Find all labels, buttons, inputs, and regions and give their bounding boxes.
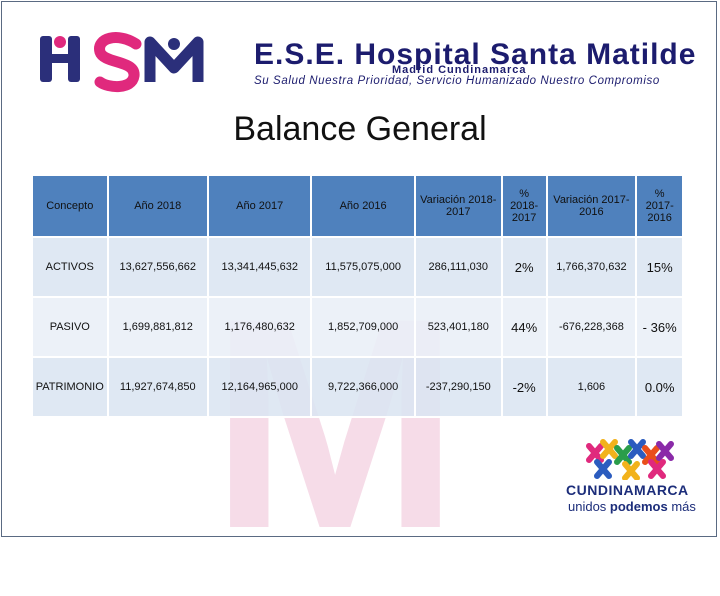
slogan-part: más bbox=[667, 499, 696, 514]
cell-2016: 1,852,709,000 bbox=[310, 296, 416, 358]
cell-pct-2017-2016: - 36% bbox=[635, 296, 684, 358]
cell-var-2018-2017: 523,401,180 bbox=[413, 296, 503, 358]
cell-var-2018-2017: 286,111,030 bbox=[413, 236, 503, 298]
cell-var-2017-2016: 1,606 bbox=[545, 356, 638, 418]
col-header-concepto: Concepto bbox=[31, 174, 109, 238]
cell-2017: 12,164,965,000 bbox=[206, 356, 313, 418]
col-header-var-2017-2016: Variación 2017-2016 bbox=[545, 174, 638, 238]
col-header-2016: Año 2016 bbox=[310, 174, 416, 238]
page-title: Balance General bbox=[233, 110, 487, 148]
cell-2018: 1,699,881,812 bbox=[106, 296, 209, 358]
col-header-pct-2017-2016: % 2017-2016 bbox=[635, 174, 684, 238]
hospital-slogan: Su Salud Nuestra Prioridad, Servicio Hum… bbox=[254, 75, 660, 87]
col-header-2018: Año 2018 bbox=[106, 174, 209, 238]
table-row: ACTIVOS 13,627,556,662 13,341,445,632 11… bbox=[31, 236, 684, 298]
col-header-var-2018-2017: Variación 2018-2017 bbox=[413, 174, 503, 238]
cell-2018: 13,627,556,662 bbox=[106, 236, 209, 298]
slide-frame bbox=[1, 1, 717, 537]
cell-2018: 11,927,674,850 bbox=[106, 356, 209, 418]
table-header-row: Concepto Año 2018 Año 2017 Año 2016 Vari… bbox=[31, 174, 684, 238]
cundinamarca-logo-icon bbox=[586, 439, 674, 480]
cell-pct-2017-2016: 0.0% bbox=[635, 356, 684, 418]
cell-concepto: PATRIMONIO bbox=[31, 356, 109, 418]
slogan-part: unidos bbox=[568, 499, 610, 514]
cell-2016: 11,575,075,000 bbox=[310, 236, 416, 298]
cell-var-2018-2017: -237,290,150 bbox=[413, 356, 503, 418]
cell-2016: 9,722,366,000 bbox=[310, 356, 416, 418]
cell-var-2017-2016: -676,228,368 bbox=[545, 296, 638, 358]
balance-table: Concepto Año 2018 Año 2017 Año 2016 Vari… bbox=[31, 174, 684, 418]
cundinamarca-slogan: unidos podemos más bbox=[568, 499, 696, 514]
cell-pct-2017-2016: 15% bbox=[635, 236, 684, 298]
slogan-bold: podemos bbox=[609, 499, 668, 514]
table-row: PASIVO 1,699,881,812 1,176,480,632 1,852… bbox=[31, 296, 684, 358]
col-header-pct-2018-2017: % 2018-2017 bbox=[500, 174, 548, 238]
hospital-name: E.S.E. Hospital Santa Matilde bbox=[254, 38, 697, 71]
cell-concepto: PASIVO bbox=[31, 296, 109, 358]
col-header-2017: Año 2017 bbox=[206, 174, 313, 238]
cell-2017: 13,341,445,632 bbox=[206, 236, 313, 298]
cell-pct-2018-2017: 2% bbox=[500, 236, 548, 298]
cell-pct-2018-2017: 44% bbox=[500, 296, 548, 358]
table-row: PATRIMONIO 11,927,674,850 12,164,965,000… bbox=[31, 356, 684, 418]
cell-2017: 1,176,480,632 bbox=[206, 296, 313, 358]
cundinamarca-name: CUNDINAMARCA bbox=[566, 482, 689, 498]
hsm-logo bbox=[40, 32, 204, 92]
hospital-location: Madrid Cundinamarca bbox=[392, 64, 527, 76]
cell-var-2017-2016: 1,766,370,632 bbox=[545, 236, 638, 298]
cell-concepto: ACTIVOS bbox=[31, 236, 109, 298]
cell-pct-2018-2017: -2% bbox=[500, 356, 548, 418]
